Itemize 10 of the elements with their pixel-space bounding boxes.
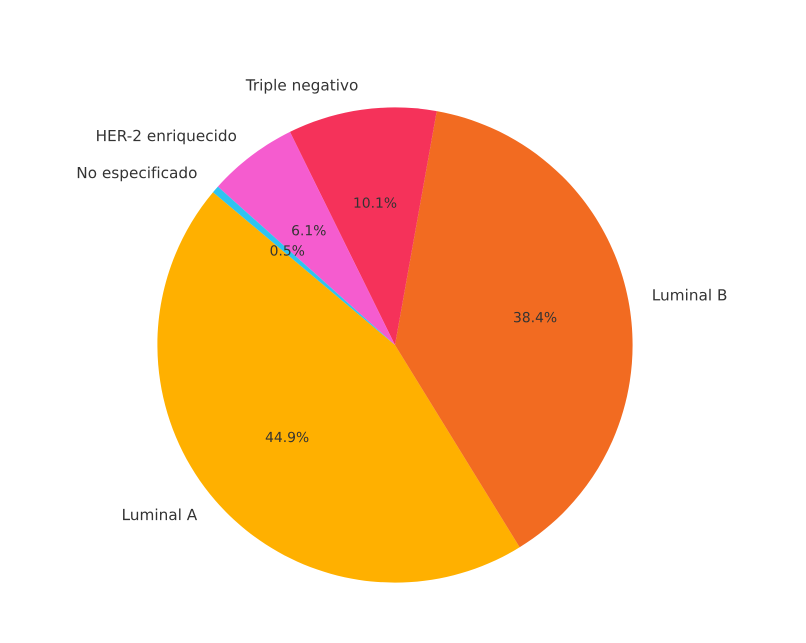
slice-label: HER-2 enriquecido [97,129,236,144]
slice-label: Luminal B [653,288,726,301]
slice-label: Triple negativo [246,78,358,94]
data-label: 44.9% [266,432,308,442]
data-label: 0.5% [270,245,304,256]
data-label: 6.1% [292,225,326,236]
slice-label: Luminal A [123,508,198,520]
data-label: 38.4% [514,312,556,322]
data-label: 10.1% [354,197,396,208]
slice-label: No especificado [78,166,197,182]
